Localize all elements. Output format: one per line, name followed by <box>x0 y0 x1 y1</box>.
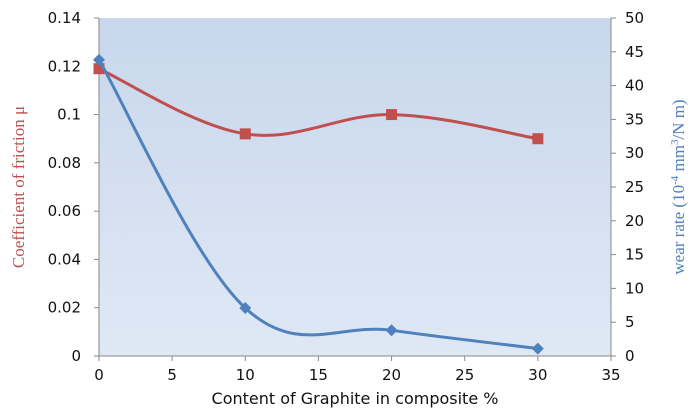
y-right-tick-label: 25 <box>625 178 644 196</box>
x-tick-label: 0 <box>94 366 104 384</box>
series-2-point <box>531 342 544 355</box>
y-left-tick-label: 0.14 <box>48 9 81 27</box>
y-right-tick-label: 0 <box>625 347 635 365</box>
y-right-tick-label: 15 <box>625 246 644 264</box>
y-left-tick-label: 0 <box>71 347 81 365</box>
series-2-point <box>385 324 398 337</box>
y-right-tick-label: 30 <box>625 144 644 162</box>
series-group <box>93 53 544 355</box>
series-2-point <box>93 53 105 66</box>
y-left-tick-label: 0.02 <box>48 299 81 317</box>
y-left-axis-label: Coefficient of friction μ <box>9 106 28 268</box>
series-2-point <box>239 302 252 315</box>
x-axis-label: Content of Graphite in composite % <box>212 389 499 408</box>
y-left-tick-label: 0.1 <box>57 106 81 124</box>
y-right-tick-label: 10 <box>625 279 644 297</box>
y-right-label-part-1: wear rate (10 <box>669 185 688 275</box>
x-tick-label: 35 <box>601 366 620 384</box>
y-right-tick-label: 20 <box>625 212 644 230</box>
axes <box>94 17 616 361</box>
y-right-label-part-2: mm <box>669 145 688 176</box>
series-1-point <box>93 63 105 75</box>
y-right-tick-label: 45 <box>625 43 644 61</box>
series-1-point <box>532 133 544 145</box>
y-left-tick-label: 0.12 <box>48 57 81 75</box>
y-right-label-part-3: /N m) <box>669 99 688 139</box>
y-left-tick-labels: 0 0.02 0.04 0.06 0.08 0.1 0.12 0.14 <box>48 9 81 365</box>
y-right-tick-label: 40 <box>625 77 644 95</box>
y-right-tick-label: 5 <box>625 313 635 331</box>
y-right-tick-labels: 0 5 10 15 20 25 30 35 40 45 50 <box>625 9 644 365</box>
x-tick-label: 25 <box>455 366 474 384</box>
x-tick-label: 30 <box>528 366 547 384</box>
x-tick-label: 5 <box>167 366 177 384</box>
series-1-line <box>97 67 540 141</box>
y-right-label-exp-1: -4 <box>669 175 681 185</box>
x-tick-labels: 0 5 10 15 20 25 30 35 <box>94 366 620 384</box>
y-right-label-exp-2: 3 <box>669 139 681 145</box>
y-left-tick-label: 0.08 <box>48 154 81 172</box>
y-right-tick-label: 50 <box>625 9 644 27</box>
y-right-axis-label: wear rate (10-4 mm3/N m) <box>669 99 688 274</box>
x-tick-label: 10 <box>236 366 255 384</box>
series-2-line <box>97 58 540 351</box>
y-right-tick-label: 35 <box>625 110 644 128</box>
x-tick-label: 20 <box>382 366 401 384</box>
y-left-tick-label: 0.06 <box>48 202 81 220</box>
series-1-point <box>239 128 251 140</box>
series-1-point <box>386 109 398 121</box>
x-tick-label: 15 <box>309 366 328 384</box>
y-left-tick-label: 0.04 <box>48 250 81 268</box>
plot-area <box>99 18 611 356</box>
